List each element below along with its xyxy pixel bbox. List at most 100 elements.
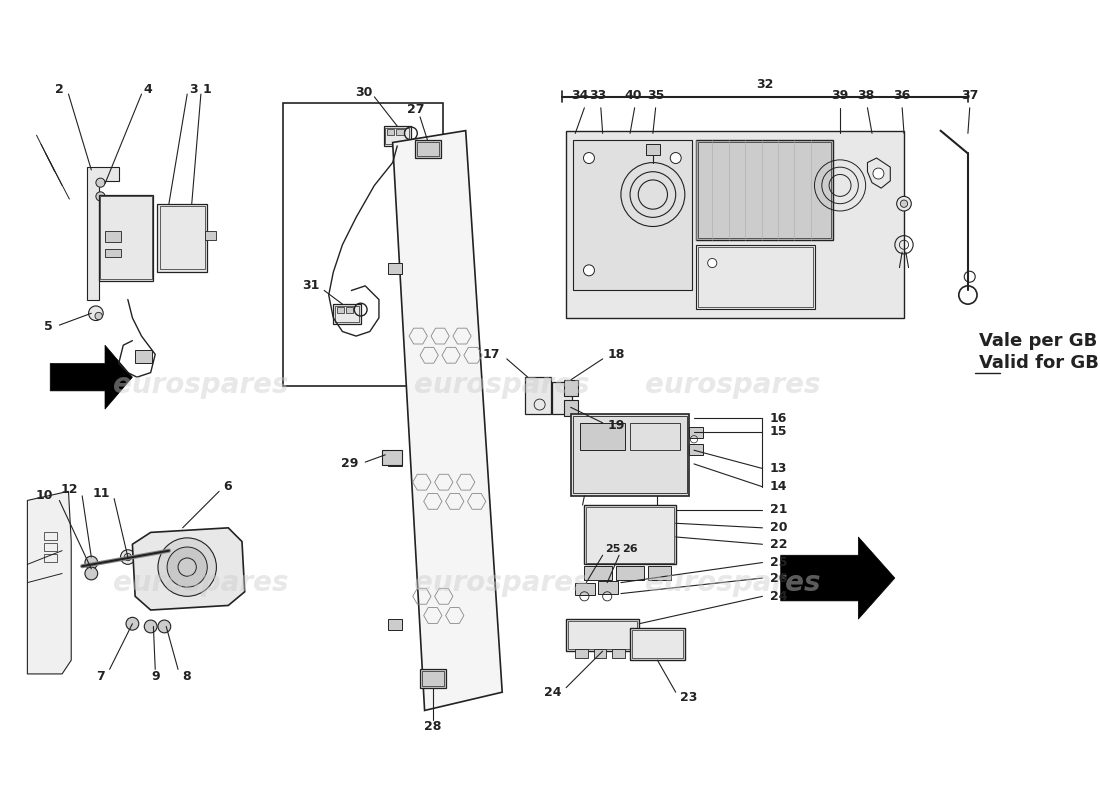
Bar [697,246,813,307]
Bar [580,423,626,450]
Text: 17: 17 [483,348,500,361]
Bar [104,250,121,257]
Bar [422,671,443,686]
Bar [575,582,595,595]
Bar [586,507,674,562]
Text: 16: 16 [770,412,788,425]
Bar [99,194,153,282]
Circle shape [85,567,98,580]
Circle shape [896,196,911,211]
Bar [564,380,578,396]
Polygon shape [393,130,503,710]
Bar [283,103,443,386]
Polygon shape [51,346,132,409]
Bar [584,566,612,580]
Bar [44,543,56,550]
Bar [616,566,644,580]
Text: 36: 36 [893,89,911,102]
Text: eurospares: eurospares [415,371,590,399]
Circle shape [124,554,132,561]
Bar [206,231,217,240]
Text: 24: 24 [770,590,788,603]
Bar [104,231,121,242]
Circle shape [96,192,104,201]
Polygon shape [132,528,244,610]
Text: 25: 25 [605,544,620,554]
Bar [525,377,551,414]
Bar [382,450,402,465]
Bar [598,581,618,594]
Text: 25: 25 [770,556,788,569]
Bar [631,630,683,658]
Text: 10: 10 [35,490,53,502]
Text: 34: 34 [571,89,588,102]
Text: 13: 13 [770,462,788,475]
Bar [388,619,401,630]
Text: 32: 32 [757,78,774,91]
Bar [646,144,660,155]
Text: 8: 8 [183,670,191,683]
Text: 26: 26 [621,544,638,554]
Polygon shape [868,158,890,188]
Circle shape [900,200,908,207]
Text: Valid for GB: Valid for GB [979,354,1099,373]
Bar [336,306,359,322]
Bar [573,140,692,290]
Bar [648,566,671,580]
Circle shape [126,618,139,630]
Circle shape [178,558,196,576]
Bar [551,382,572,414]
Bar [696,245,814,309]
Text: eurospares: eurospares [113,569,288,597]
Text: 31: 31 [302,279,320,292]
Bar [594,650,606,658]
Bar [388,454,401,466]
Circle shape [158,538,217,596]
Bar [571,414,690,496]
Text: eurospares: eurospares [646,371,821,399]
Bar [584,505,675,564]
Text: 11: 11 [92,486,110,500]
Bar [612,650,625,658]
Circle shape [95,312,102,320]
Bar [575,650,589,658]
Bar [44,533,56,540]
Text: 3: 3 [189,83,198,96]
Circle shape [144,620,157,633]
Bar [385,128,409,144]
Bar [100,196,152,279]
Text: 1: 1 [202,83,211,96]
Circle shape [89,306,103,321]
Circle shape [670,153,681,163]
Circle shape [85,556,98,569]
Polygon shape [781,537,895,619]
Text: 33: 33 [590,89,607,102]
Circle shape [96,178,104,187]
Text: 9: 9 [151,670,160,683]
Text: 37: 37 [961,89,978,102]
Text: 19: 19 [607,419,625,432]
Text: eurospares: eurospares [415,569,590,597]
Text: 24: 24 [544,686,562,698]
Bar [135,350,152,362]
Circle shape [873,168,884,179]
Text: 27: 27 [407,103,425,116]
Text: Vale per GB: Vale per GB [979,332,1097,350]
Circle shape [167,547,207,587]
Bar [630,628,685,660]
Bar [420,670,446,688]
Circle shape [707,258,717,267]
Circle shape [158,620,170,633]
Text: 6: 6 [223,480,231,494]
Bar [573,417,686,493]
Circle shape [583,265,594,276]
Bar [568,621,637,650]
Bar [346,307,353,314]
Bar [696,140,833,240]
Text: 26: 26 [770,571,788,585]
Bar [566,619,639,651]
Text: eurospares: eurospares [646,569,821,597]
Bar [333,304,361,324]
Text: 2: 2 [55,83,64,96]
Polygon shape [566,130,904,318]
